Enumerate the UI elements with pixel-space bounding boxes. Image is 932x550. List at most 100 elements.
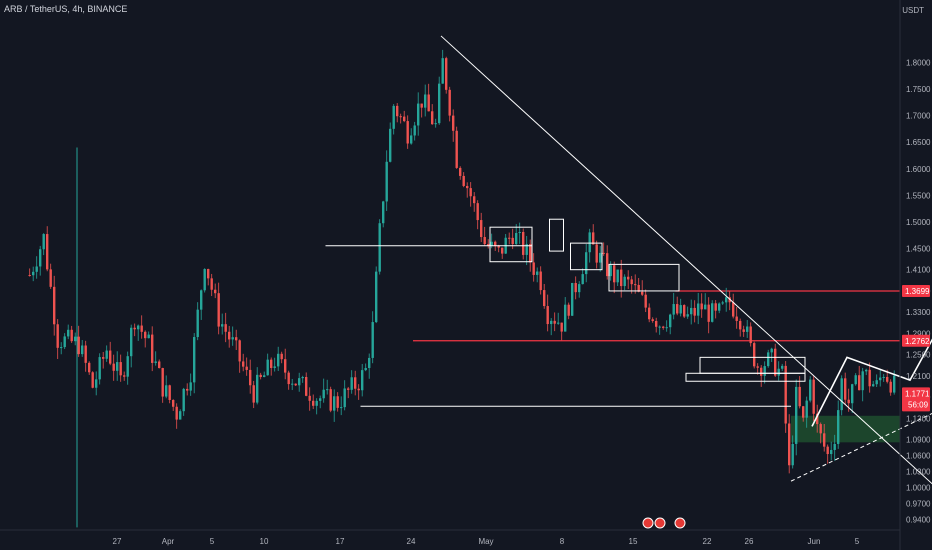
x-tick-label: 22: [703, 537, 712, 546]
candle: [98, 357, 101, 380]
candle: [189, 382, 192, 391]
candle: [427, 94, 430, 112]
candle: [592, 232, 595, 245]
y-tick-label: 1.2900: [906, 329, 931, 338]
candle: [287, 372, 290, 385]
candle: [308, 395, 311, 401]
candle: [256, 374, 259, 403]
candle: [56, 324, 59, 348]
candle: [546, 306, 549, 325]
candle: [368, 357, 371, 368]
candle: [669, 314, 672, 328]
candle: [648, 307, 651, 320]
candle: [298, 378, 301, 386]
candle: [830, 449, 833, 455]
y-tick-label: 1.5500: [906, 191, 931, 200]
candle: [690, 307, 693, 315]
candle: [63, 336, 66, 348]
candle: [847, 399, 850, 404]
candle: [777, 368, 780, 376]
candle: [809, 379, 812, 401]
candle: [385, 161, 388, 202]
candle: [494, 241, 497, 246]
candle: [508, 237, 511, 239]
y-tick-label: 1.6000: [906, 165, 931, 174]
candle: [312, 400, 315, 406]
candle: [536, 271, 539, 275]
candle: [277, 353, 280, 367]
candle: [235, 337, 238, 341]
candle: [210, 278, 213, 290]
candle: [658, 326, 661, 328]
candle: [574, 283, 577, 293]
candle: [196, 309, 199, 338]
candle: [753, 343, 756, 367]
candle: [655, 320, 658, 327]
descending-trendline: [440, 35, 932, 485]
candle: [672, 304, 675, 315]
candle: [336, 396, 339, 408]
candle: [53, 286, 56, 325]
candle: [151, 334, 154, 363]
x-tick-label: 8: [560, 537, 565, 546]
candle: [711, 303, 714, 322]
candle: [875, 380, 878, 385]
candle: [175, 406, 178, 420]
candle: [882, 376, 885, 378]
x-tick-label: 5: [855, 537, 860, 546]
y-tick-label: 1.0900: [906, 436, 931, 445]
candle: [529, 244, 532, 263]
y-tick-label: 1.2100: [906, 372, 931, 381]
y-tick-label: 1.0600: [906, 452, 931, 461]
box-6: [685, 372, 806, 382]
y-tick-label: 0.9400: [906, 515, 931, 524]
candle: [28, 275, 31, 276]
candle: [231, 337, 234, 340]
candle: [718, 303, 721, 311]
price-label: 1.3699: [905, 287, 930, 296]
candle: [725, 297, 728, 303]
candle: [497, 245, 500, 248]
y-tick-label: 1.5000: [906, 218, 931, 227]
candle: [305, 376, 308, 396]
candle: [172, 399, 175, 407]
candle: [784, 365, 787, 424]
candle: [480, 220, 483, 238]
candle: [557, 322, 560, 324]
candle: [483, 237, 486, 245]
candle: [833, 443, 836, 450]
candle: [294, 383, 297, 386]
candle: [641, 291, 644, 295]
candle: [350, 377, 353, 390]
candle: [893, 375, 896, 393]
event-marker-icon: [642, 517, 654, 529]
candle: [417, 103, 420, 126]
candle: [84, 345, 87, 363]
x-tick-label: 27: [113, 537, 122, 546]
y-tick-label: 1.4100: [906, 266, 931, 275]
candle: [788, 423, 791, 466]
candle: [221, 324, 224, 327]
x-tick-label: May: [478, 537, 493, 546]
candle: [854, 375, 857, 385]
plot-area: [0, 0, 900, 550]
candle: [133, 327, 136, 330]
chart-title: ARB / TetherUS, 4h, BINANCE: [4, 4, 128, 14]
candle: [665, 327, 668, 329]
price-label-box: [902, 334, 930, 347]
candle: [459, 167, 462, 176]
candle: [203, 269, 206, 291]
candle: [46, 234, 49, 270]
candle: [165, 385, 168, 397]
candle: [245, 366, 248, 370]
x-tick-label: 26: [745, 537, 754, 546]
candle: [361, 370, 364, 391]
price-label-box: [902, 387, 930, 412]
box-2: [549, 218, 564, 252]
candle: [795, 386, 798, 444]
candle: [714, 303, 717, 311]
candle: [326, 389, 329, 391]
candle: [798, 386, 801, 407]
candle: [473, 196, 476, 204]
